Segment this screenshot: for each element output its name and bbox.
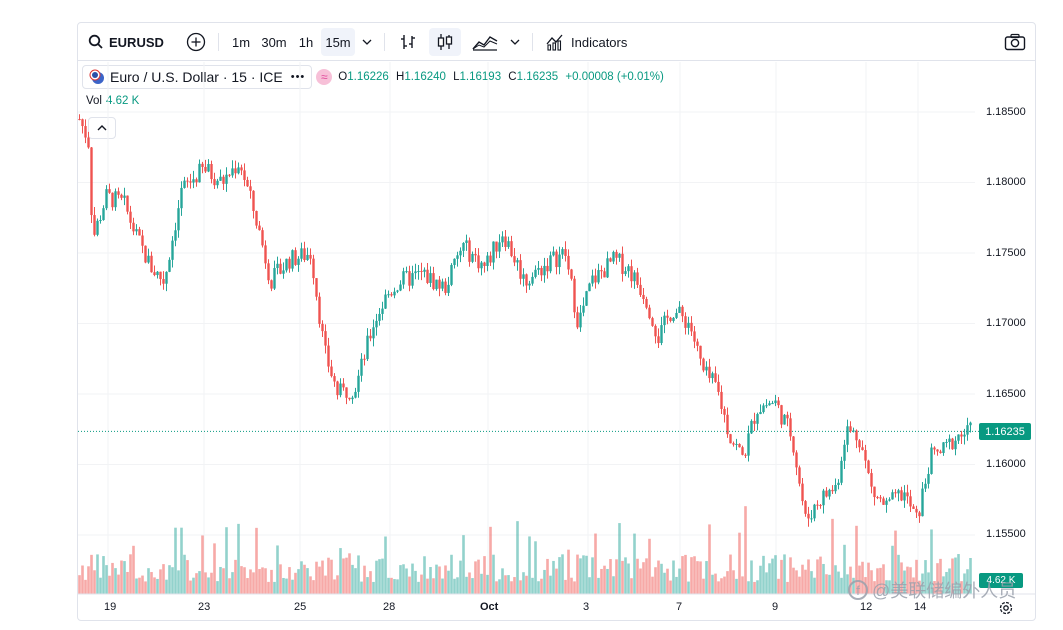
price-tick: 1.16000 — [986, 458, 1026, 470]
indicators-label: Indicators — [571, 34, 628, 50]
more-options-icon[interactable]: ••• — [290, 71, 306, 83]
weibo-logo-icon: f — [848, 580, 868, 600]
last-price-tag: 1.16235 — [979, 423, 1031, 440]
chart-type-dropdown[interactable] — [510, 23, 520, 61]
add-circle-icon — [186, 32, 206, 52]
watermark: f @美联储编外人员 — [848, 577, 1016, 603]
time-tick: 25 — [294, 601, 307, 613]
collapse-legend-button[interactable] — [88, 117, 116, 139]
price-tick: 1.18500 — [986, 106, 1026, 118]
time-tick: 9 — [772, 601, 779, 613]
timeframe-1h[interactable]: 1h — [298, 34, 314, 50]
timeframe-dropdown[interactable] — [362, 23, 372, 61]
timeframe-1m[interactable]: 1m — [231, 34, 251, 50]
candles-style-button[interactable] — [429, 28, 461, 56]
time-tick: 23 — [198, 601, 211, 613]
toolbar-divider — [384, 33, 385, 51]
bars-style-button[interactable] — [398, 23, 418, 61]
time-tick: 7 — [676, 601, 683, 613]
price-tick: 1.17000 — [986, 317, 1026, 329]
time-tick: Oct — [480, 601, 499, 613]
toolbar-divider — [218, 33, 219, 51]
time-tick: 28 — [383, 601, 396, 613]
chevron-down-icon — [510, 39, 520, 45]
ohlc-values: O1.16226 H1.16240 L1.16193 C1.16235 +0.0… — [338, 71, 664, 83]
price-tick: 1.18000 — [986, 176, 1026, 188]
time-tick: 14 — [914, 601, 927, 613]
timeframe-30m[interactable]: 30m — [261, 34, 287, 50]
top-toolbar: EURUSD 1m 30m 1h 15m Indicators — [78, 23, 1035, 61]
price-tick: 1.15500 — [986, 528, 1026, 540]
volume-legend: Vol 4.62 K — [86, 95, 140, 107]
bars-icon — [401, 35, 415, 49]
price-tick: 1.17500 — [986, 247, 1026, 259]
snapshot-button[interactable] — [1004, 23, 1026, 61]
chevron-up-icon — [97, 125, 107, 131]
toolbar-divider — [532, 33, 533, 51]
chart-frame — [77, 22, 1036, 621]
time-tick: 19 — [104, 601, 117, 613]
search-icon — [88, 34, 103, 49]
indicators-button[interactable]: Indicators — [545, 23, 627, 61]
symbol-label: EURUSD — [109, 34, 164, 50]
compare-button[interactable] — [186, 23, 206, 61]
timeframe-15m[interactable]: 15m — [321, 28, 355, 56]
settings-button[interactable] — [998, 600, 1014, 621]
chart-legend: Euro / U.S. Dollar · 15 · ICE ••• ≈ O1.1… — [82, 65, 664, 89]
area-style-button[interactable] — [471, 23, 499, 61]
time-tick: 3 — [583, 601, 590, 613]
change-value: +0.00008 (+0.01%) — [565, 71, 664, 83]
volume-tag: 4.62 K — [979, 573, 1023, 588]
indicators-icon — [546, 34, 563, 51]
symbol-legend[interactable]: Euro / U.S. Dollar · 15 · ICE ••• — [82, 65, 313, 89]
flag-icon — [89, 69, 104, 84]
symbol-title: Euro / U.S. Dollar · 15 · ICE — [110, 69, 283, 85]
gear-icon — [999, 601, 1013, 615]
price-tick: 1.16500 — [986, 388, 1026, 400]
time-tick: 12 — [860, 601, 873, 613]
area-chart-icon — [472, 36, 498, 51]
camera-icon — [1004, 33, 1026, 51]
candles-icon — [437, 34, 453, 50]
chevron-down-icon — [362, 39, 372, 45]
wave-icon[interactable]: ≈ — [316, 69, 333, 85]
symbol-search-button[interactable]: EURUSD — [88, 23, 164, 61]
